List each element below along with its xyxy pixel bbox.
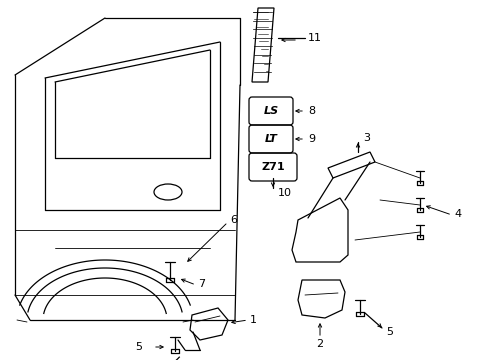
Text: 3: 3: [362, 133, 369, 143]
Text: 2: 2: [315, 339, 323, 349]
Text: 11: 11: [307, 33, 321, 43]
Text: 10: 10: [278, 188, 291, 198]
Text: LT: LT: [264, 134, 277, 144]
Text: LS: LS: [263, 106, 278, 116]
Text: 4: 4: [453, 209, 460, 219]
Text: Z71: Z71: [261, 162, 284, 172]
Text: 9: 9: [307, 134, 314, 144]
Text: 5: 5: [135, 342, 142, 352]
Text: 5: 5: [385, 327, 392, 337]
Text: 6: 6: [229, 215, 237, 225]
Text: 1: 1: [249, 315, 257, 325]
Text: 8: 8: [307, 106, 314, 116]
Text: 7: 7: [198, 279, 204, 289]
